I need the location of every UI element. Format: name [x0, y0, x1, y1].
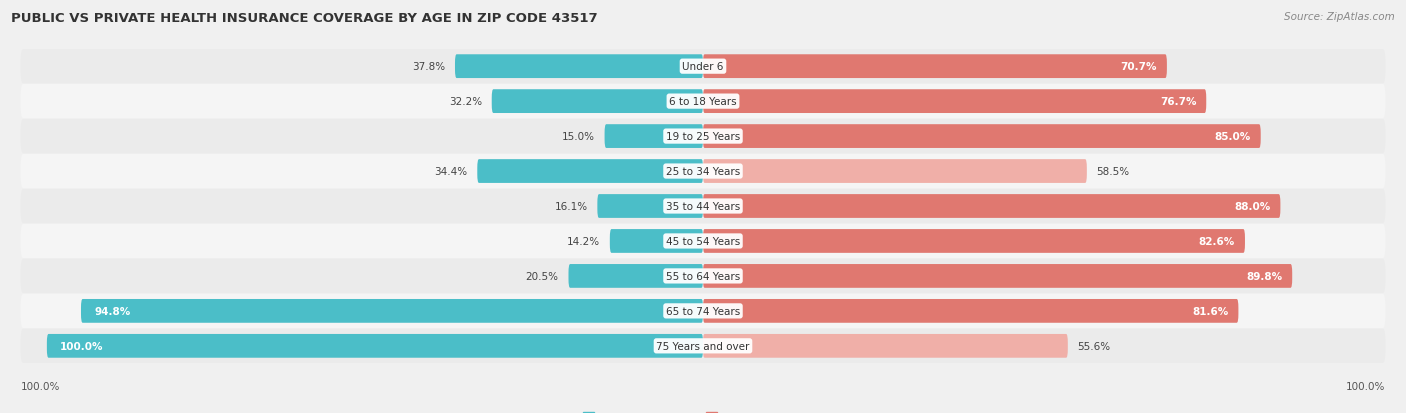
FancyBboxPatch shape	[703, 90, 1206, 114]
FancyBboxPatch shape	[21, 154, 1385, 189]
FancyBboxPatch shape	[46, 334, 703, 358]
FancyBboxPatch shape	[477, 160, 703, 183]
FancyBboxPatch shape	[21, 190, 1385, 223]
Text: 16.1%: 16.1%	[554, 202, 588, 211]
Text: 20.5%: 20.5%	[526, 271, 558, 281]
Text: 75 Years and over: 75 Years and over	[657, 341, 749, 351]
Legend: Public Insurance, Private Insurance: Public Insurance, Private Insurance	[579, 408, 827, 413]
Text: 100.0%: 100.0%	[60, 341, 104, 351]
Text: 88.0%: 88.0%	[1234, 202, 1271, 211]
Text: 55 to 64 Years: 55 to 64 Years	[666, 271, 740, 281]
FancyBboxPatch shape	[703, 230, 1244, 253]
Text: 94.8%: 94.8%	[94, 306, 131, 316]
Text: Source: ZipAtlas.com: Source: ZipAtlas.com	[1284, 12, 1395, 22]
Text: 32.2%: 32.2%	[449, 97, 482, 107]
FancyBboxPatch shape	[703, 299, 1239, 323]
Text: 35 to 44 Years: 35 to 44 Years	[666, 202, 740, 211]
FancyBboxPatch shape	[703, 55, 1167, 79]
FancyBboxPatch shape	[21, 329, 1385, 363]
Text: 82.6%: 82.6%	[1199, 236, 1234, 247]
Text: 89.8%: 89.8%	[1246, 271, 1282, 281]
FancyBboxPatch shape	[598, 195, 703, 218]
FancyBboxPatch shape	[610, 230, 703, 253]
Text: 14.2%: 14.2%	[567, 236, 600, 247]
FancyBboxPatch shape	[703, 125, 1261, 149]
FancyBboxPatch shape	[605, 125, 703, 149]
FancyBboxPatch shape	[21, 85, 1385, 119]
Text: 65 to 74 Years: 65 to 74 Years	[666, 306, 740, 316]
FancyBboxPatch shape	[456, 55, 703, 79]
Text: 76.7%: 76.7%	[1160, 97, 1197, 107]
Text: 85.0%: 85.0%	[1215, 132, 1251, 142]
Text: 100.0%: 100.0%	[1346, 382, 1385, 392]
Text: 100.0%: 100.0%	[21, 382, 60, 392]
FancyBboxPatch shape	[568, 264, 703, 288]
Text: 25 to 34 Years: 25 to 34 Years	[666, 166, 740, 177]
FancyBboxPatch shape	[703, 195, 1281, 218]
FancyBboxPatch shape	[21, 259, 1385, 293]
FancyBboxPatch shape	[703, 264, 1292, 288]
Text: 37.8%: 37.8%	[412, 62, 446, 72]
FancyBboxPatch shape	[21, 224, 1385, 259]
Text: 81.6%: 81.6%	[1192, 306, 1229, 316]
Text: 15.0%: 15.0%	[562, 132, 595, 142]
FancyBboxPatch shape	[492, 90, 703, 114]
Text: PUBLIC VS PRIVATE HEALTH INSURANCE COVERAGE BY AGE IN ZIP CODE 43517: PUBLIC VS PRIVATE HEALTH INSURANCE COVER…	[11, 12, 598, 25]
FancyBboxPatch shape	[703, 160, 1087, 183]
FancyBboxPatch shape	[703, 334, 1067, 358]
FancyBboxPatch shape	[21, 50, 1385, 84]
FancyBboxPatch shape	[82, 299, 703, 323]
Text: 55.6%: 55.6%	[1077, 341, 1111, 351]
Text: 34.4%: 34.4%	[434, 166, 467, 177]
Text: 70.7%: 70.7%	[1121, 62, 1157, 72]
FancyBboxPatch shape	[21, 294, 1385, 328]
Text: 6 to 18 Years: 6 to 18 Years	[669, 97, 737, 107]
FancyBboxPatch shape	[21, 120, 1385, 154]
Text: 19 to 25 Years: 19 to 25 Years	[666, 132, 740, 142]
Text: 45 to 54 Years: 45 to 54 Years	[666, 236, 740, 247]
Text: 58.5%: 58.5%	[1097, 166, 1130, 177]
Text: Under 6: Under 6	[682, 62, 724, 72]
